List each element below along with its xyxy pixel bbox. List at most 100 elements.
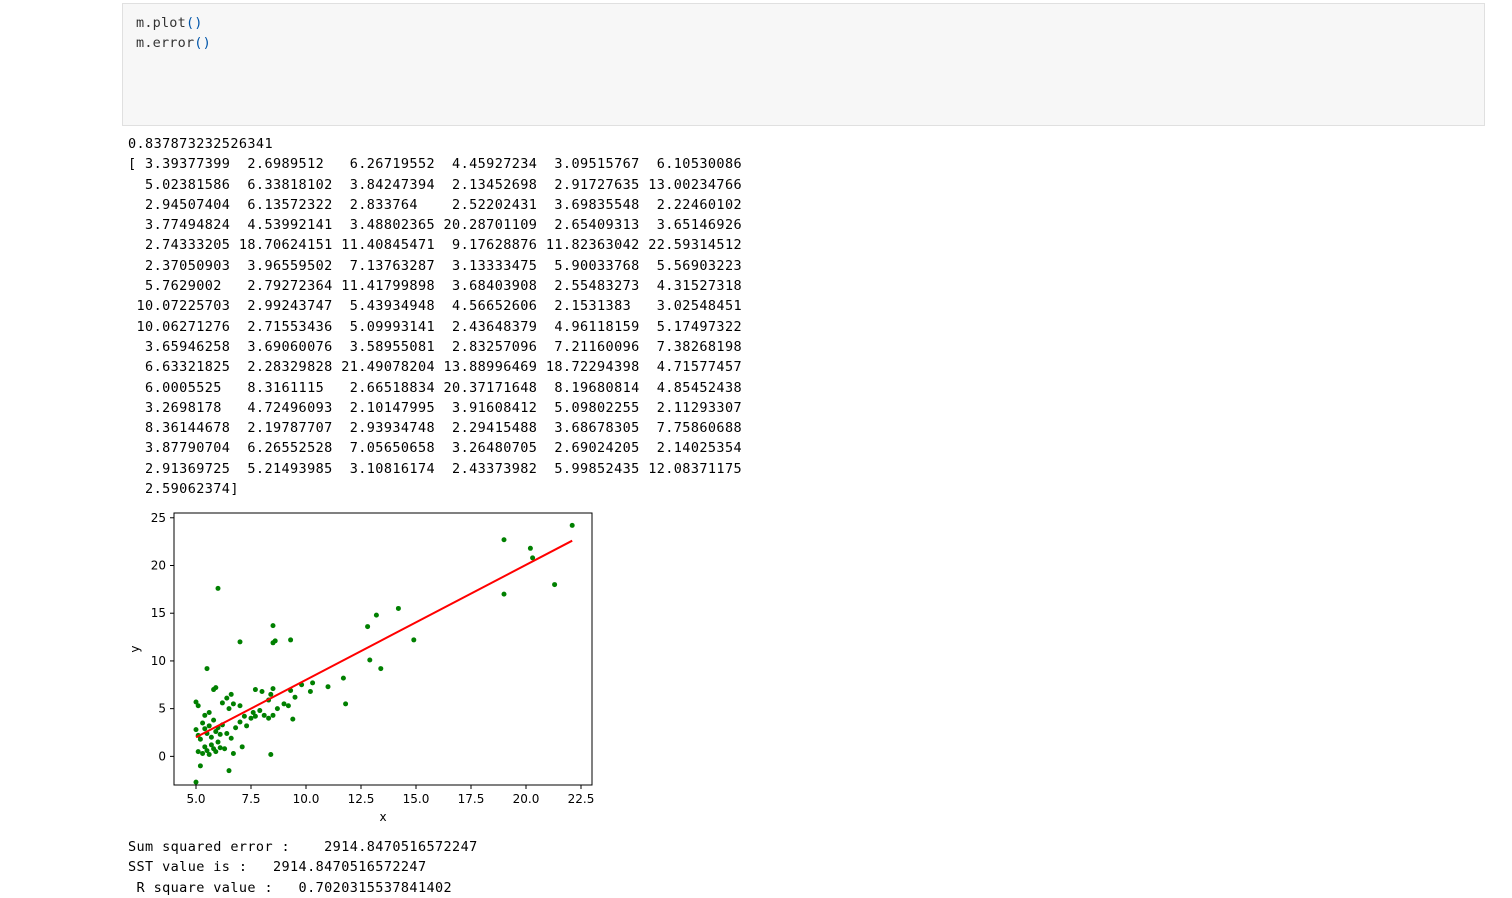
data-point (208, 734, 214, 740)
data-point (215, 739, 221, 745)
data-point (569, 522, 575, 528)
scatter-plot: 5.0 7.5 10.0 12.5 15.0 17.5 20.0 22.5 0 5 10 15 20 25… (128, 511, 594, 824)
data-point (193, 699, 199, 705)
data-point (193, 779, 199, 785)
code-line-error: m.error() (136, 35, 211, 51)
data-point (213, 749, 219, 755)
data-point (202, 726, 208, 732)
data-point (230, 751, 236, 757)
x-tick-label: 17.5 (458, 792, 485, 806)
data-point (197, 763, 203, 769)
data-point (310, 680, 316, 686)
data-point (217, 745, 223, 751)
data-point (195, 749, 201, 755)
array-line: 2.91369725 5.21493985 3.10816174 2.43373… (145, 460, 742, 477)
cell-output-array: 0.837873232526341 [ 3.39377399 2.6989512… (128, 134, 742, 499)
data-point (230, 701, 236, 707)
data-point (252, 713, 258, 719)
r-square-output: R square value : 0.7020315537841402 (128, 879, 453, 896)
data-point (268, 751, 274, 757)
data-point (200, 720, 206, 726)
cell-output-stats: Sum squared error : 2914.8470516572247 SS… (128, 837, 478, 898)
data-point (290, 716, 296, 722)
array-line: 6.63321825 2.28329828 21.49078204 13.889… (145, 359, 742, 376)
data-point (237, 639, 243, 645)
data-point (211, 717, 217, 723)
data-point (239, 744, 245, 750)
data-point (226, 768, 232, 774)
data-point (222, 746, 228, 752)
data-point (261, 712, 267, 718)
x-tick-label: 15.0 (403, 792, 430, 806)
data-point (224, 730, 230, 736)
data-point (257, 708, 263, 714)
data-point (272, 638, 278, 644)
data-point (340, 675, 346, 681)
data-point (325, 684, 331, 690)
data-point (204, 666, 210, 672)
data-point (259, 688, 265, 694)
data-point (270, 623, 276, 629)
y-tick-label: 20 (151, 558, 166, 572)
data-point (228, 735, 234, 741)
data-point (248, 715, 254, 721)
data-point (552, 582, 558, 588)
code-line-plot: m.plot() (136, 15, 203, 31)
data-point (252, 687, 258, 693)
y-tick-label: 15 (151, 606, 166, 620)
data-point (365, 624, 371, 630)
data-point (274, 706, 280, 712)
x-tick-label: 10.0 (293, 792, 320, 806)
array-line: 10.07225703 2.99243747 5.43934948 4.5665… (136, 298, 742, 315)
array-line: [ 3.39377399 2.6989512 6.26719552 4.4592… (128, 156, 742, 173)
data-point (501, 537, 507, 543)
array-line: 2.74333205 18.70624151 11.40845471 9.176… (145, 237, 742, 254)
x-tick-label: 7.5 (241, 792, 260, 806)
data-point (307, 688, 313, 694)
data-point (292, 694, 298, 700)
data-point (367, 657, 373, 663)
data-point (204, 748, 210, 754)
y-tick-label: 0 (158, 749, 166, 763)
array-line: 6.0005525 8.3161115 2.66518834 20.371716… (145, 379, 742, 396)
y-tick-label: 5 (158, 702, 166, 716)
data-point (281, 701, 287, 707)
data-point (215, 585, 221, 591)
x-tick-label: 20.0 (513, 792, 540, 806)
data-point (195, 703, 201, 709)
data-point (193, 727, 199, 733)
y-tick-label: 25 (151, 511, 166, 525)
array-line: 8.36144678 2.19787707 2.93934748 2.29415… (145, 420, 742, 437)
data-point (530, 555, 536, 561)
x-tick-label: 12.5 (348, 792, 375, 806)
data-point (395, 605, 401, 611)
score-output: 0.837873232526341 (128, 136, 273, 152)
data-point (202, 712, 208, 718)
data-point (228, 691, 234, 697)
data-point (241, 713, 247, 719)
data-point (250, 709, 256, 715)
code-cell[interactable]: m.plot() m.error() (122, 3, 1485, 126)
x-axis-label: x (379, 810, 386, 824)
data-point (237, 703, 243, 709)
data-point (206, 709, 212, 715)
array-line: 2.37050903 3.96559502 7.13763287 3.13333… (145, 257, 742, 274)
data-point (237, 719, 243, 725)
data-point (219, 700, 225, 706)
array-line: 2.94507404 6.13572322 2.833764 2.5220243… (145, 196, 742, 213)
data-point (268, 691, 274, 697)
data-point (217, 731, 223, 737)
data-point (206, 723, 212, 729)
array-output: [ 3.39377399 2.6989512 6.26719552 4.4592… (128, 156, 742, 497)
data-point (266, 715, 272, 721)
data-point (206, 751, 212, 757)
data-point (224, 695, 230, 701)
y-axis-label: y (128, 645, 142, 652)
data-point (411, 637, 417, 643)
data-point (270, 686, 276, 692)
array-line: 5.7629002 2.79272364 11.41799898 3.68403… (145, 278, 742, 295)
data-point (288, 637, 294, 643)
data-point (202, 744, 208, 750)
data-point (208, 742, 214, 748)
array-line: 3.77494824 4.53992141 3.48802365 20.2870… (145, 217, 742, 234)
